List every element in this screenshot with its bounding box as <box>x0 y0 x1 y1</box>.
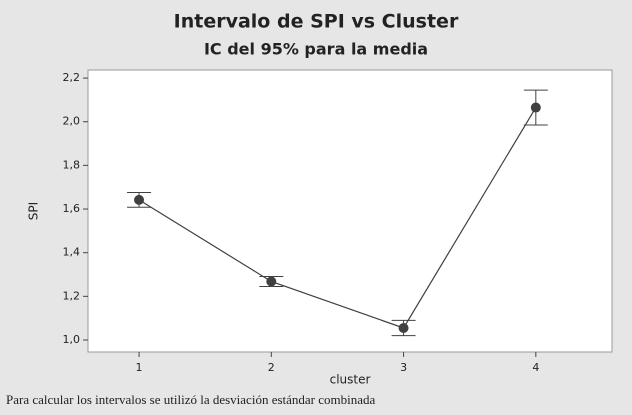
y-axis-label: SPI <box>27 202 41 220</box>
mean-point <box>134 194 145 205</box>
x-tick-label: 2 <box>268 361 275 374</box>
y-tick-label: 1,0 <box>63 333 81 346</box>
plot-area <box>87 69 613 353</box>
footnote: Para calcular los intervalos se utilizó … <box>6 392 376 407</box>
y-tick-label: 1,8 <box>63 158 81 171</box>
chart-title: Intervalo de SPI vs Cluster <box>174 11 459 33</box>
y-tick-label: 1,6 <box>63 202 81 215</box>
mean-line <box>138 107 537 329</box>
mean-point <box>266 276 277 287</box>
x-tick-label: 4 <box>532 361 539 374</box>
x-tick-label: 1 <box>136 361 143 374</box>
y-tick-label: 1,4 <box>63 246 81 259</box>
mean-point <box>530 102 541 113</box>
y-tick-label: 2,0 <box>63 115 81 128</box>
chart-subtitle: IC del 95% para la media <box>204 40 428 59</box>
x-axis-label: cluster <box>330 373 371 387</box>
y-tick-label: 1,2 <box>63 289 81 302</box>
mean-point <box>398 322 409 333</box>
y-tick-label: 2,2 <box>63 71 81 84</box>
x-tick-label: 3 <box>400 361 407 374</box>
